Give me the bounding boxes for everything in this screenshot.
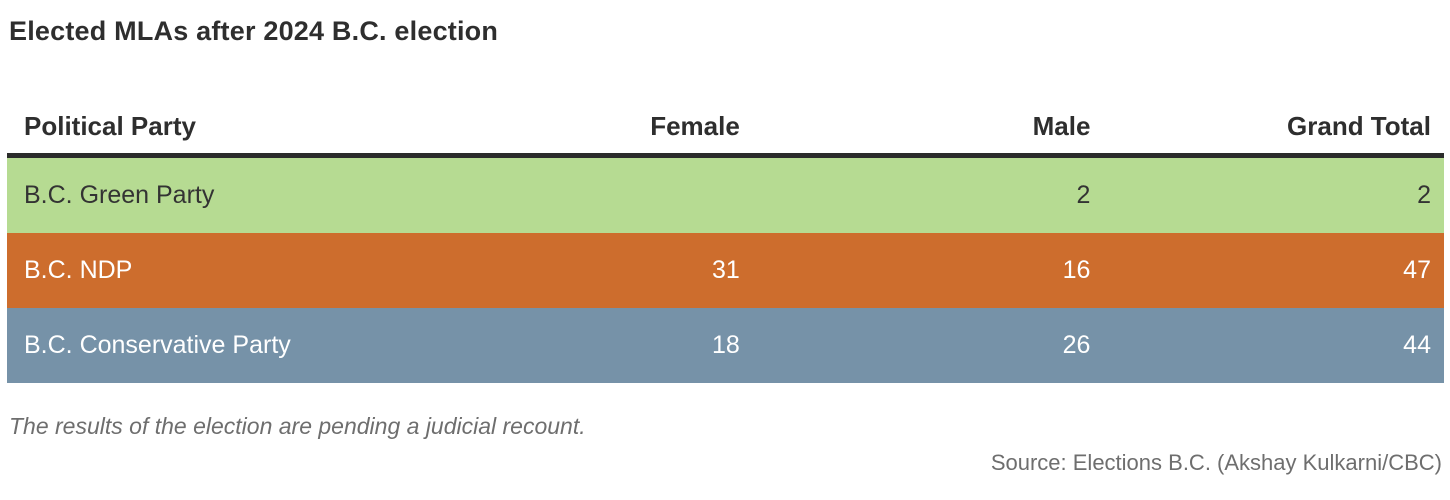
table-header-row: Political Party Female Male Grand Total: [7, 100, 1444, 158]
table-row-conservative-party: B.C. Conservative Party 18 26 44: [7, 308, 1444, 383]
cell-male-count: 2: [1076, 181, 1091, 209]
cell-party-name: B.C. Conservative Party: [24, 331, 291, 359]
column-header-grand-total: Grand Total: [1287, 111, 1431, 141]
cell-male-count: 26: [1062, 331, 1091, 359]
cell-grand-total: 47: [1403, 256, 1431, 284]
results-table: Political Party Female Male Grand Total …: [7, 100, 1444, 383]
cell-party-name: B.C. NDP: [24, 256, 133, 284]
cell-party-name: B.C. Green Party: [24, 181, 215, 209]
cell-female-count: 31: [711, 256, 740, 284]
table-row-ndp: B.C. NDP 31 16 47: [7, 233, 1444, 308]
cell-grand-total: 2: [1417, 181, 1431, 209]
cell-female-count: 18: [711, 331, 740, 359]
column-header-male: Male: [1032, 111, 1091, 141]
cell-male-count: 16: [1062, 256, 1091, 284]
column-header-political-party: Political Party: [24, 111, 196, 141]
column-header-female: Female: [650, 111, 740, 141]
table-row-green-party: B.C. Green Party 2 2: [7, 158, 1444, 233]
footnote-text: The results of the election are pending …: [9, 413, 586, 439]
page-title: Elected MLAs after 2024 B.C. election: [9, 16, 499, 46]
source-credit: Source: Elections B.C. (Akshay Kulkarni/…: [990, 450, 1442, 475]
cell-grand-total: 44: [1403, 331, 1431, 359]
